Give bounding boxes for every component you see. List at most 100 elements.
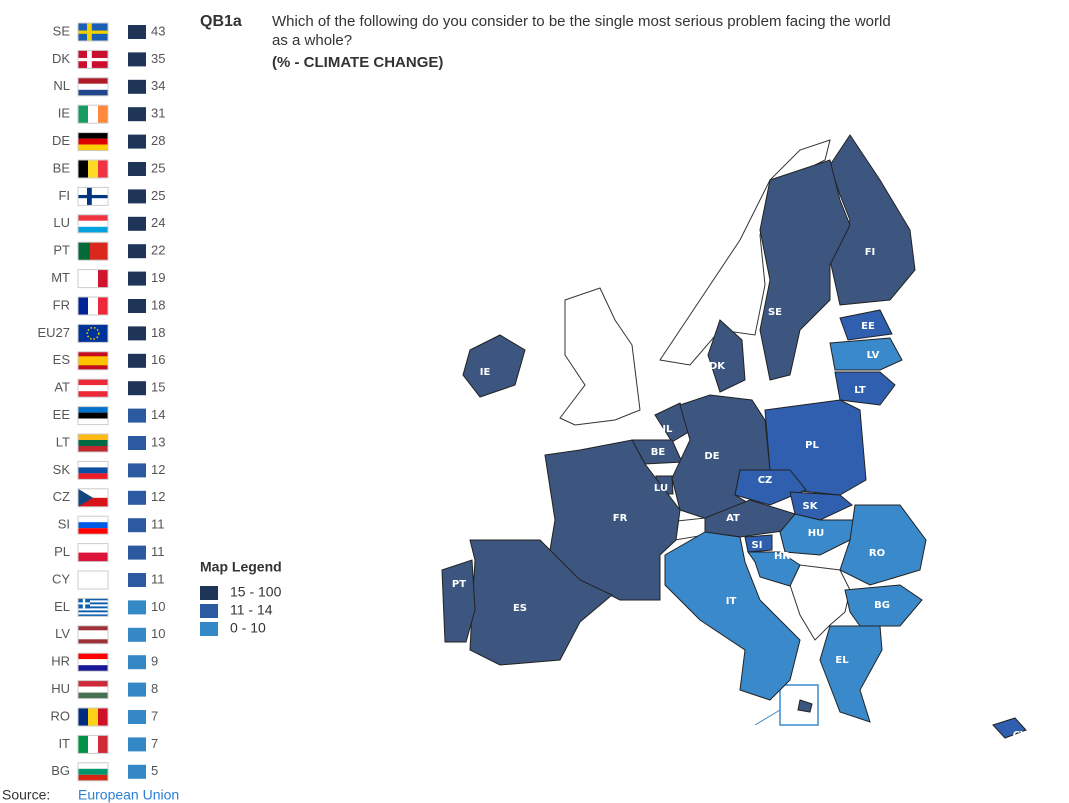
flag-part: [78, 132, 108, 139]
flag-part: [88, 105, 98, 124]
country-shape: [797, 699, 813, 713]
class-swatch: [128, 490, 146, 505]
flag-part: [77, 707, 109, 727]
flag-part: [77, 762, 109, 782]
flag: [77, 762, 109, 782]
map-label: EE: [861, 321, 875, 332]
flag-part: [78, 461, 108, 468]
flag-part: [77, 323, 109, 343]
flag-part: [78, 434, 108, 440]
map-label: MT: [752, 725, 769, 736]
balkans-outline: [789, 564, 851, 641]
country-code: PL: [54, 544, 70, 559]
class-swatch: [128, 216, 146, 231]
flag-part: [78, 356, 108, 366]
subtitle: (% - CLIMATE CHANGE): [272, 54, 443, 71]
country-shape: [744, 534, 773, 553]
flag-part: [78, 680, 108, 687]
country-shape: [664, 531, 801, 701]
flag-part: [78, 774, 108, 781]
flag-part: [78, 653, 108, 660]
flag-part: [77, 460, 109, 480]
country-code: SE: [53, 23, 71, 38]
flag: [77, 433, 109, 453]
flag: [77, 159, 109, 179]
flag-part: [78, 543, 108, 553]
flag-part: [77, 488, 109, 508]
country-code: FR: [53, 297, 70, 312]
class-swatch: [128, 710, 146, 724]
flag: [77, 652, 109, 672]
class-swatch: [128, 408, 146, 423]
country-code: EL: [54, 599, 70, 614]
flag-part: [98, 269, 108, 288]
map-label: DE: [704, 451, 719, 462]
country-value: 34: [151, 78, 165, 93]
flag-part: [78, 30, 108, 34]
map-label: PT: [452, 579, 466, 590]
flag-part: [78, 606, 108, 609]
flag-part: [78, 692, 108, 699]
country-code: FI: [58, 188, 70, 203]
source-link[interactable]: European Union: [78, 787, 179, 803]
country-code: HR: [51, 654, 70, 669]
map-label: SI: [752, 540, 763, 551]
class-swatch: [128, 79, 146, 94]
flag-part: [78, 610, 108, 613]
flag-part: [78, 659, 108, 666]
flag-part: [77, 515, 109, 535]
country-shape: [441, 559, 476, 643]
flag-part: [77, 543, 109, 563]
flag-part: [78, 488, 108, 498]
flag: [77, 570, 109, 590]
class-swatch: [128, 244, 146, 259]
country-shape: [839, 309, 893, 341]
map-label: FI: [865, 247, 876, 258]
flag-part: [77, 241, 109, 261]
legend-label: 11 - 14: [230, 602, 273, 618]
flag: [77, 241, 109, 261]
country-value: 9: [151, 654, 158, 669]
question-text: as a whole?: [272, 32, 352, 49]
country-shape: [747, 551, 801, 587]
map-label: HU: [808, 528, 825, 539]
class-swatch: [128, 353, 146, 368]
country-shape: [819, 625, 883, 723]
flag: [77, 707, 109, 727]
country-code: AT: [54, 380, 70, 395]
flag-part: [78, 612, 108, 615]
country-code: EE: [53, 407, 71, 422]
map-label: LV: [867, 350, 880, 361]
flag-part: [78, 379, 108, 386]
map-label: AT: [726, 513, 740, 524]
flag-part: [78, 385, 108, 392]
country-value: 16: [151, 352, 165, 367]
country-shape: [834, 371, 896, 406]
flag-part: [77, 104, 109, 124]
flag-part: [98, 735, 108, 754]
class-swatch: [128, 189, 146, 204]
country-code: MT: [51, 270, 70, 285]
country-value: 24: [151, 215, 165, 230]
flag-part: [78, 735, 88, 754]
flag-part: [78, 144, 108, 151]
country-value: 11: [151, 544, 165, 559]
flag-part: [78, 391, 108, 398]
map-label: FR: [613, 513, 628, 524]
country-shape: [734, 469, 807, 506]
country-value: 31: [151, 106, 165, 121]
map-label: HR: [774, 551, 790, 562]
class-swatch: [128, 162, 146, 176]
legend-title: Map Legend: [200, 559, 282, 575]
class-swatch: [128, 682, 146, 697]
flag-part: [78, 83, 108, 90]
uk-outline: [559, 287, 641, 426]
flag-part: [77, 652, 109, 672]
map-label: CZ: [758, 475, 773, 486]
flag-part: [77, 378, 109, 398]
flag: [77, 132, 109, 152]
flag-part: [98, 160, 108, 178]
class-swatch: [128, 764, 146, 779]
flag-part: [77, 734, 109, 754]
flag-part: [77, 214, 109, 234]
